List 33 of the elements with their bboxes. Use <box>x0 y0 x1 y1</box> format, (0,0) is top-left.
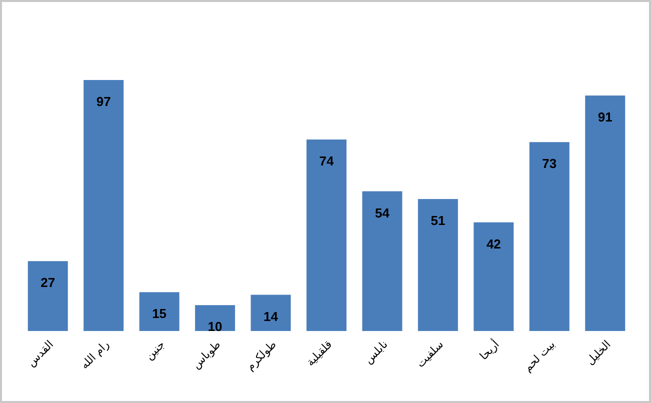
bar <box>585 96 626 331</box>
bar <box>474 222 514 331</box>
x-tick-label: الخليل <box>584 338 614 368</box>
bar <box>418 199 458 331</box>
x-tick-label: نابلس <box>362 338 390 366</box>
bar <box>84 80 124 331</box>
data-label: 73 <box>542 156 557 172</box>
data-label: 74 <box>319 154 334 169</box>
bar <box>529 142 570 331</box>
data-label: 91 <box>598 110 612 125</box>
x-tick-label: القدس <box>24 338 56 370</box>
data-label: 14 <box>264 308 279 324</box>
bar <box>250 294 291 331</box>
x-tick-label: سلفيت <box>414 338 446 370</box>
bar <box>139 292 180 331</box>
data-label: 27 <box>40 275 56 290</box>
data-label: 42 <box>486 236 501 252</box>
bar <box>28 261 68 331</box>
bar <box>195 305 236 331</box>
bar <box>306 140 346 331</box>
data-label: 97 <box>96 94 111 109</box>
x-tick-label: طوباس <box>190 338 224 372</box>
x-tick-label: رام الله <box>78 338 112 372</box>
bar <box>362 191 402 331</box>
data-label: 10 <box>208 319 222 334</box>
x-tick-label: بيت لحم <box>521 338 558 374</box>
data-label: 51 <box>430 213 446 228</box>
x-tick-label: قلقيلية <box>304 338 335 369</box>
x-tick-label: طولكرم <box>244 338 280 374</box>
data-label: 54 <box>374 205 390 220</box>
data-label: 15 <box>152 306 167 322</box>
x-tick-label: جنين <box>142 338 168 363</box>
x-tick-label: أريحا <box>476 337 502 363</box>
